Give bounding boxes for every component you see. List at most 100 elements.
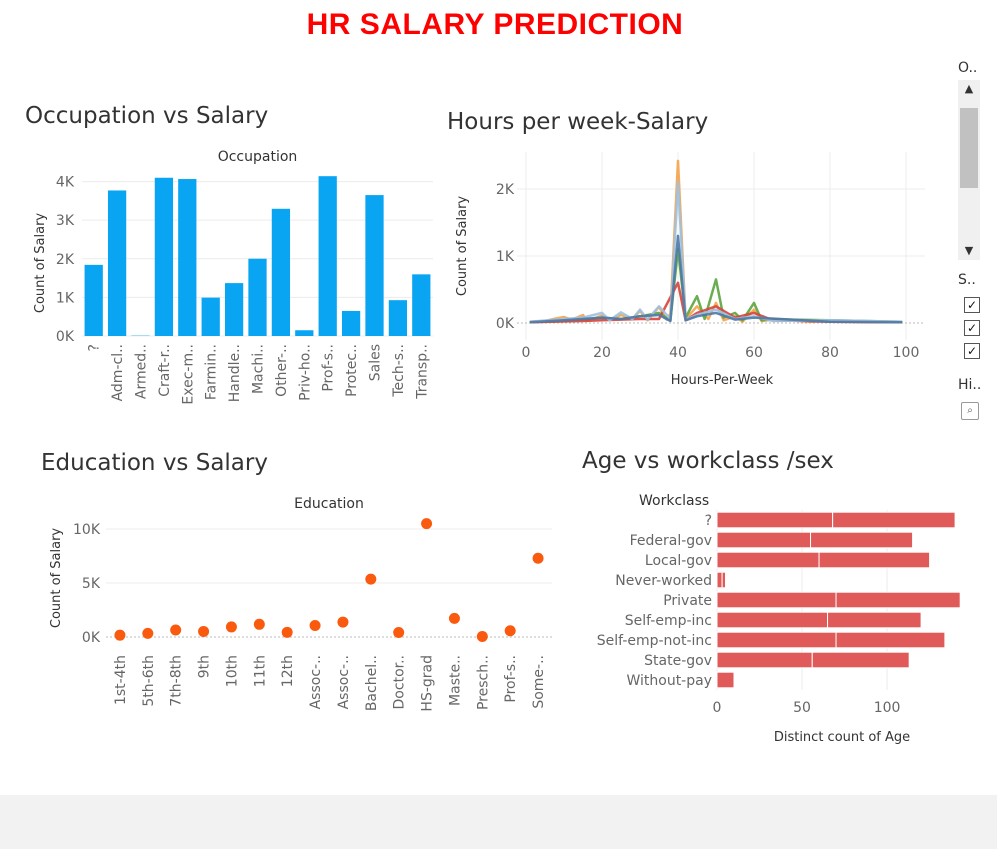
occupation-bar <box>271 208 291 336</box>
education-x-tick-label: Presch.. <box>475 655 491 710</box>
education-y-tick-label: 5K <box>82 576 101 592</box>
age-y-tick-label: Federal-gov <box>630 533 712 549</box>
education-x-tick-label: 1st-4th <box>113 655 129 705</box>
occupation-bar <box>178 179 197 336</box>
age-bar-segment <box>716 671 735 689</box>
footer-band <box>0 795 997 849</box>
education-chart-title: Education <box>294 496 364 512</box>
age-bar-segment <box>810 531 914 549</box>
filter-list-scrollbar[interactable]: ▲ ▼ <box>958 80 980 260</box>
occupation-y-tick-label: 0K <box>56 329 75 345</box>
hours-x-tick-label: 80 <box>821 345 839 361</box>
occupation-bar <box>84 264 103 336</box>
age-bar-segment <box>832 511 956 529</box>
hours-x-tick-label: 60 <box>745 345 763 361</box>
education-x-tick-label: 11th <box>252 655 268 687</box>
education-y-tick-label: 0K <box>82 630 101 646</box>
education-x-tick-label: 12th <box>280 655 296 687</box>
occupation-x-tick-label: Tech-s.. <box>391 344 407 398</box>
filter-label-sex: S.. <box>958 272 976 288</box>
occupation-x-tick-label: Machi.. <box>251 344 267 394</box>
age-bar-segment <box>827 611 922 629</box>
scroll-down-icon[interactable]: ▼ <box>964 244 974 257</box>
education-dot <box>114 629 126 641</box>
sex-filter-checkbox-3[interactable]: ✓ <box>964 343 980 359</box>
education-x-tick-label: 5th-6th <box>141 655 157 707</box>
age-x-tick-label: 100 <box>874 700 901 716</box>
occupation-sheet-title: Occupation vs Salary <box>25 103 269 129</box>
occupation-bar <box>341 310 361 336</box>
occupation-y-axis-label: Count of Salary <box>33 213 48 314</box>
education-dot <box>281 626 293 638</box>
age-chart-title: Workclass <box>639 493 709 509</box>
age-bar-segment <box>811 651 910 669</box>
occupation-bar <box>388 300 408 336</box>
occupation-y-tick-label: 3K <box>56 213 75 229</box>
occupation-x-tick-label: Sales <box>368 344 384 381</box>
education-dot <box>448 612 460 624</box>
education-x-tick-label: Bachel.. <box>364 655 380 711</box>
education-x-tick-label: HS-grad <box>420 655 436 712</box>
dashboard-title: HR SALARY PREDICTION <box>306 8 684 41</box>
scroll-up-icon[interactable]: ▲ <box>964 82 974 95</box>
education-x-tick-label: Prof-s.. <box>503 655 519 703</box>
occupation-bar <box>107 190 127 336</box>
sex-filter-checkbox-1[interactable]: ✓ <box>964 297 980 313</box>
education-dot <box>532 552 544 564</box>
occupation-bar <box>224 283 244 336</box>
hours-y-tick-label: 0K <box>496 316 515 332</box>
hours-series-line <box>529 248 903 324</box>
occupation-x-tick-label: ? <box>87 344 103 351</box>
education-dot <box>337 616 349 628</box>
occupation-y-tick-label: 1K <box>56 290 75 306</box>
hours-y-tick-label: 2K <box>496 182 515 198</box>
age-x-tick-label: 50 <box>793 700 811 716</box>
hours-y-axis-label: Count of Salary <box>455 196 470 297</box>
education-dot <box>198 625 210 637</box>
age-bar-segment <box>716 591 837 609</box>
occupation-x-tick-label: Craft-r.. <box>157 344 173 397</box>
occupation-y-tick-label: 4K <box>56 175 75 191</box>
occupation-x-tick-label: Protec.. <box>344 344 360 397</box>
age-sheet-title: Age vs workclass /sex <box>582 448 834 474</box>
scroll-thumb[interactable] <box>960 108 978 188</box>
occupation-bar <box>201 297 220 336</box>
education-y-tick-label: 10K <box>73 522 101 538</box>
age-bar-segment <box>716 651 813 669</box>
education-dot <box>365 573 377 585</box>
occupation-y-tick-label: 2K <box>56 252 75 268</box>
age-bar-segment <box>835 631 946 649</box>
age-y-tick-label: Self-emp-not-inc <box>597 633 712 649</box>
hours-x-tick-label: 100 <box>893 345 920 361</box>
occupation-x-tick-label: Other-.. <box>274 344 290 397</box>
occupation-chart-title: Occupation <box>218 149 298 165</box>
education-dot <box>170 624 182 636</box>
education-dot <box>476 630 488 642</box>
sex-filter-checkbox-2[interactable]: ✓ <box>964 320 980 336</box>
age-bar-segment <box>716 631 837 649</box>
education-x-tick-label: Maste.. <box>447 655 463 706</box>
filter-label-occupation: O.. <box>958 60 978 76</box>
occupation-bar <box>248 258 267 336</box>
age-y-tick-label: Local-gov <box>645 553 712 569</box>
filter-label-hours: Hi.. <box>958 377 982 393</box>
age-y-tick-label: State-gov <box>644 653 712 669</box>
education-dot <box>225 621 237 633</box>
education-dot <box>393 627 405 639</box>
age-bar-segment <box>716 571 723 589</box>
occupation-x-tick-label: Handle.. <box>227 344 243 402</box>
education-dot <box>421 518 433 530</box>
education-x-tick-label: Some-.. <box>531 655 547 709</box>
search-icon[interactable]: ⌕ <box>961 402 979 420</box>
hours-series-line <box>529 181 903 323</box>
age-bar-segment <box>716 611 829 629</box>
education-y-axis-label: Count of Salary <box>49 528 64 629</box>
education-x-tick-label: Assoc-.. <box>308 655 324 709</box>
age-y-tick-label: ? <box>705 513 712 529</box>
hours-series-line <box>529 159 903 324</box>
education-dot <box>142 627 154 639</box>
occupation-x-tick-label: Armed.. <box>134 344 150 399</box>
occupation-x-tick-label: Priv-ho.. <box>297 344 313 401</box>
age-x-axis-label: Distinct count of Age <box>774 730 910 745</box>
hours-sheet-title: Hours per week-Salary <box>447 109 709 135</box>
